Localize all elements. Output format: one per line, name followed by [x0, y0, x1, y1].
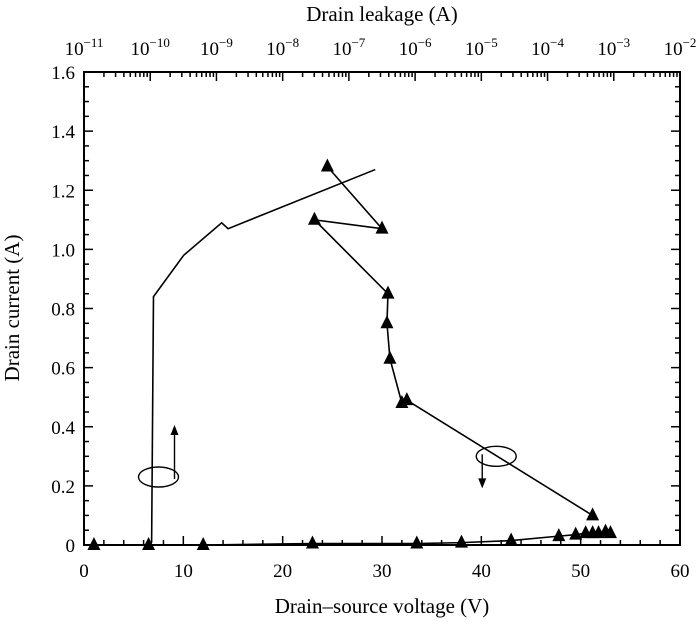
axis-arrow-head — [478, 478, 487, 489]
data-point — [87, 536, 101, 550]
data-point — [603, 525, 617, 539]
x2-tick-label: 10−10 — [131, 35, 170, 60]
tick-marks — [83, 71, 681, 546]
data-point — [320, 158, 334, 172]
data-point — [552, 528, 566, 542]
x2-tick-label: 10−5 — [465, 35, 498, 60]
x-tick-label: 60 — [671, 561, 690, 582]
data-point — [454, 534, 468, 548]
y-tick-label: 0.6 — [51, 359, 75, 380]
x2-tick-label: 10−4 — [531, 35, 564, 60]
loop-ellipse — [475, 445, 517, 468]
data-point — [381, 285, 395, 299]
loop-ellipse — [137, 466, 180, 488]
x-tick-label: 10 — [174, 561, 193, 582]
data-point — [569, 526, 583, 540]
x-tick-label: 30 — [373, 561, 392, 582]
y-tick-label: 0.4 — [51, 418, 75, 439]
x-axis-label: Drain–source voltage (V) — [275, 594, 490, 618]
data-point — [504, 532, 518, 546]
axis-arrow-head — [170, 425, 179, 436]
x-tick-label: 50 — [571, 561, 590, 582]
x2-tick-label: 10−8 — [266, 35, 299, 60]
y-tick-label: 1.0 — [51, 240, 75, 261]
data-point — [383, 350, 397, 364]
x-tick-label: 20 — [273, 561, 292, 582]
data-point — [380, 315, 394, 329]
plot-frame — [83, 71, 681, 546]
data-point — [305, 535, 319, 549]
data-point — [142, 536, 156, 550]
x2-tick-label: 10−2 — [664, 35, 697, 60]
data-point — [410, 535, 424, 549]
series-line-2 — [312, 166, 594, 517]
annotations — [137, 425, 517, 489]
data-point — [400, 392, 414, 406]
data-series — [87, 158, 617, 550]
x2-tick-label: 10−6 — [399, 35, 432, 60]
x-tick-label: 0 — [79, 561, 89, 582]
y-axis-label: Drain current (A) — [0, 235, 24, 382]
tick-labels: 0 10 20 30 40 50 60 0 0.2 0.4 0.6 0.8 1.0 1.2 1.4 1.6 10… — [51, 35, 696, 582]
x2-tick-label: 10−11 — [65, 35, 104, 60]
x-tick-label: 40 — [472, 561, 491, 582]
y-tick-label: 0 — [66, 536, 76, 557]
y-tick-label: 1.2 — [51, 181, 75, 202]
y-tick-label: 0.8 — [51, 300, 75, 321]
y-tick-label: 1.4 — [51, 122, 75, 143]
x2-tick-label: 10−3 — [597, 35, 630, 60]
x2-tick-label: 10−7 — [332, 35, 365, 60]
data-point — [307, 211, 321, 225]
x2-axis-label: Drain leakage (A) — [306, 2, 458, 26]
data-point — [196, 536, 210, 550]
x2-tick-label: 10−9 — [200, 35, 233, 60]
y-tick-label: 1.6 — [51, 63, 75, 84]
series-line-1 — [93, 530, 611, 546]
series-line-0 — [149, 168, 376, 546]
data-point — [586, 507, 600, 521]
y-tick-label: 0.2 — [51, 477, 75, 498]
data-point — [375, 220, 389, 234]
